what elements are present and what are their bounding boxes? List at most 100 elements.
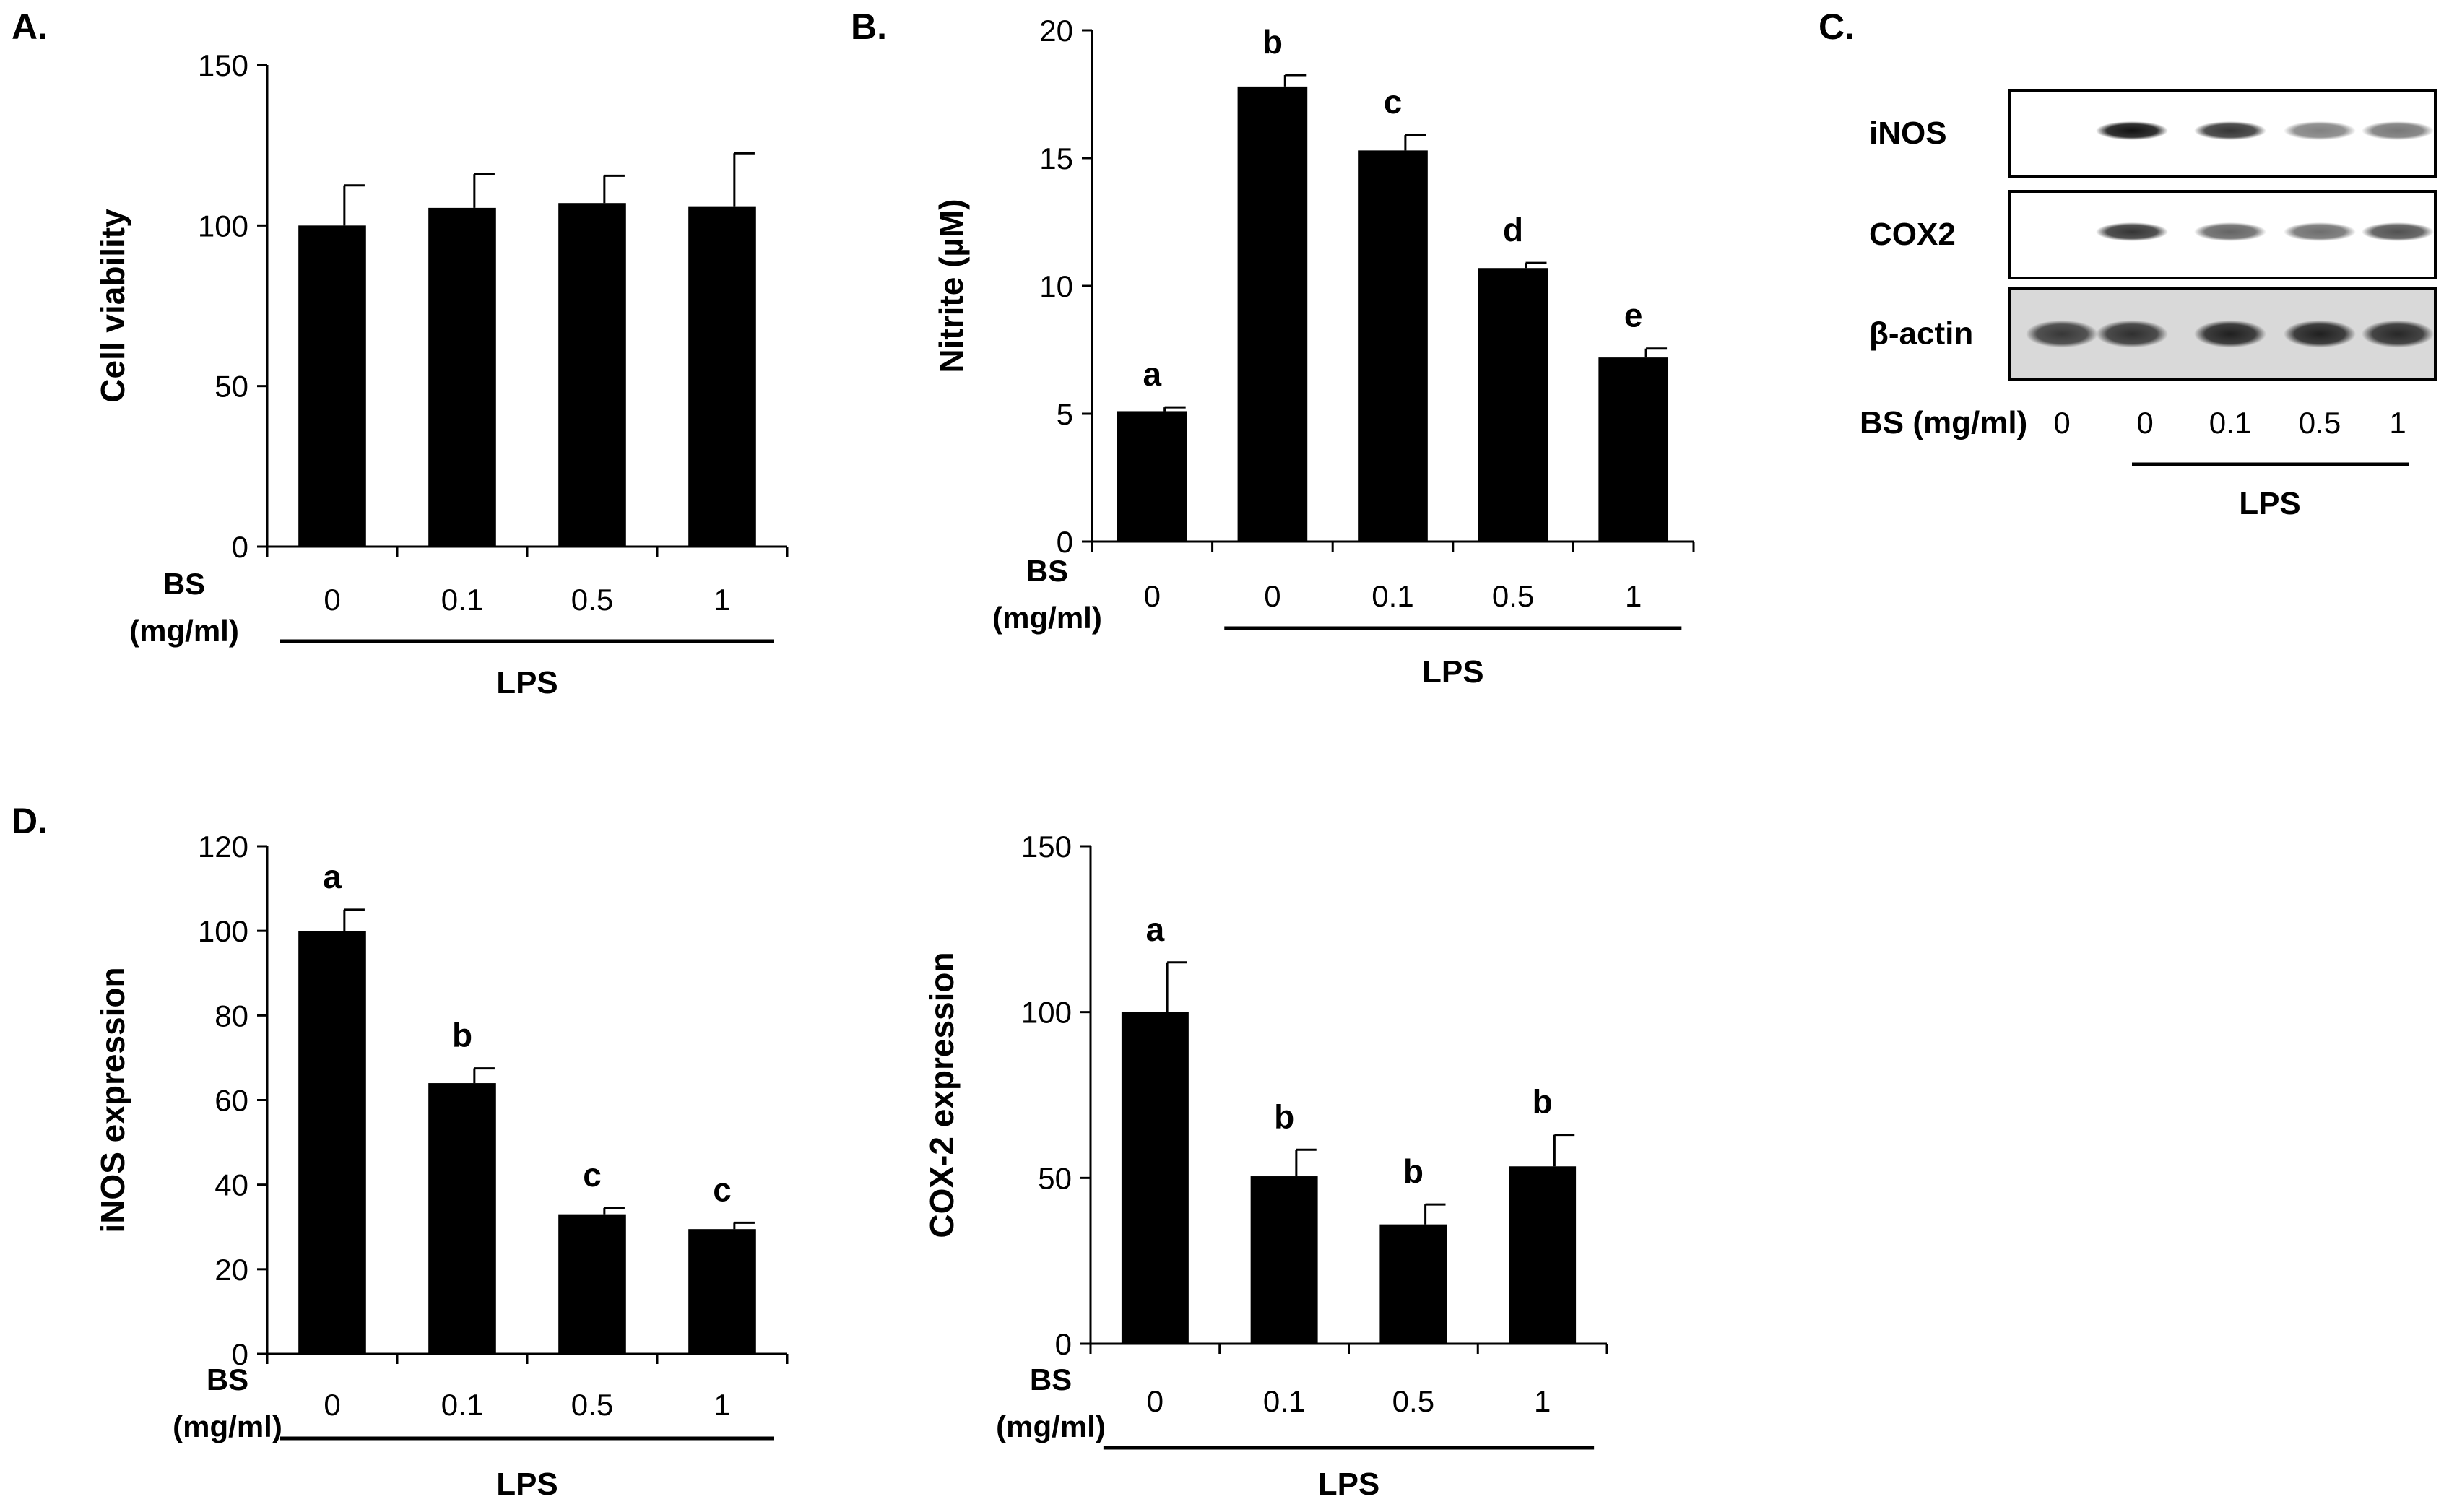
c0-category-label: 0.5 [571,583,613,617]
blot-lane-label: 0 [2136,406,2153,440]
c2-y-tick-label: 60 [214,1084,248,1118]
blot-lane-label: 1 [2389,406,2406,440]
c3-category-label: 0 [1147,1384,1164,1418]
c2-significance-letter: b [452,1017,472,1054]
c2-lps-label: LPS [496,1467,558,1502]
blot-band [2026,320,2098,348]
c1-significance-letter: d [1503,211,1523,248]
c3-significance-letter: a [1146,911,1165,948]
blot-row-label: iNOS [1869,116,1947,151]
c2-significance-letter: c [713,1170,732,1208]
blot-band [2362,222,2434,241]
c2-y-axis-label: iNOS expression [94,967,131,1233]
c1-y-axis-label: Nitrite (µM) [932,199,970,373]
c3-bs-label: BS [1030,1363,1072,1396]
c3-lps-label: LPS [1318,1467,1380,1502]
blot-lane-label: 0.5 [2299,406,2341,440]
c0-y-tick-label: 0 [232,530,248,564]
blot-band [2362,320,2434,348]
blot-band [2284,222,2356,241]
c2-y-tick-label: 20 [214,1253,248,1287]
blot-band [2096,320,2168,348]
c3-y-tick-label: 150 [1021,830,1072,864]
c1-bar [1117,411,1187,542]
c1-significance-letter: b [1262,23,1283,61]
c3-category-label: 0.5 [1392,1384,1434,1418]
blot-band [2096,121,2168,140]
c3-bar [1379,1224,1447,1344]
c3-bs-unit-label: (mg/ml) [996,1409,1106,1443]
c1-bar [1598,357,1669,542]
c0-bar [558,203,626,547]
c1-category-label: 1 [1625,579,1642,613]
blot-band [2284,121,2356,140]
c0-lps-label: LPS [496,665,558,700]
c3-y-tick-label: 100 [1021,996,1072,1030]
blot-row-label: COX2 [1869,217,1956,252]
c2-y-tick-label: 80 [214,999,248,1033]
c2-category-label: 0 [324,1388,340,1422]
panel-label-a: A. [12,6,48,47]
c1-y-tick-label: 15 [1039,142,1073,175]
c3-bar [1509,1166,1577,1344]
c3-y-axis-label: COX-2 expression [923,952,961,1238]
c1-category-label: 0.1 [1372,579,1413,613]
c2-bs-label: BS [207,1363,248,1396]
blot-lane-label: 0.1 [2209,406,2251,440]
c2-bar [558,1214,626,1354]
c3-significance-letter: b [1403,1152,1424,1190]
c0-bs-unit-label: (mg/ml) [129,614,239,648]
c1-y-tick-label: 0 [1057,525,1073,559]
c1-bs-label: BS [1026,554,1068,588]
c0-bs-label: BS [163,567,205,601]
c0-category-label: 1 [714,583,730,617]
c1-category-label: 0 [1144,579,1161,613]
c2-category-label: 1 [714,1388,730,1422]
c3-significance-letter: b [1533,1083,1553,1121]
c3-category-label: 1 [1534,1384,1551,1418]
c3-bar [1250,1176,1318,1344]
panel-label-c: C. [1819,6,1855,47]
panel-label-d: D. [12,801,48,841]
c1-lps-label: LPS [1422,654,1484,690]
c2-y-tick-label: 40 [214,1168,248,1202]
c1-significance-letter: c [1384,83,1403,121]
c0-y-axis-label: Cell viability [94,209,131,403]
c2-category-label: 0.1 [441,1388,483,1422]
c1-bar [1358,150,1428,542]
blot-lps-label: LPS [2239,486,2301,521]
blot-lane-label: 0 [2053,406,2070,440]
c3-y-tick-label: 50 [1038,1161,1072,1195]
c1-bar [1237,86,1308,542]
c2-bs-unit-label: (mg/ml) [173,1409,282,1443]
c1-y-tick-label: 10 [1039,269,1073,303]
c2-category-label: 0.5 [571,1388,613,1422]
c1-bs-unit-label: (mg/ml) [992,601,1102,635]
c2-bar [298,931,366,1354]
c0-category-label: 0 [324,583,340,617]
c1-significance-letter: e [1624,297,1643,334]
c2-significance-letter: a [323,858,342,895]
c2-bar [428,1083,496,1354]
blot-bs-label: BS (mg/ml) [1860,405,2027,440]
blot-row-label: β-actin [1869,316,1973,352]
blot-band [2194,121,2266,140]
c2-bar [688,1229,756,1354]
c0-bar [428,207,496,547]
blot-band [2284,320,2356,348]
c3-y-tick-label: 0 [1055,1327,1072,1361]
c1-y-tick-label: 20 [1039,14,1073,48]
c0-y-tick-label: 50 [214,370,248,404]
c0-y-tick-label: 100 [198,209,248,243]
c0-category-label: 0.1 [441,583,483,617]
c1-category-label: 0 [1264,579,1280,613]
panel-label-b: B. [851,6,887,47]
c3-category-label: 0.1 [1263,1384,1305,1418]
blot-band [2096,222,2168,241]
c0-bar [688,206,756,547]
blot-band [2194,222,2266,241]
blot-band [2362,121,2434,140]
c3-significance-letter: b [1274,1098,1294,1135]
c1-category-label: 0.5 [1492,579,1534,613]
